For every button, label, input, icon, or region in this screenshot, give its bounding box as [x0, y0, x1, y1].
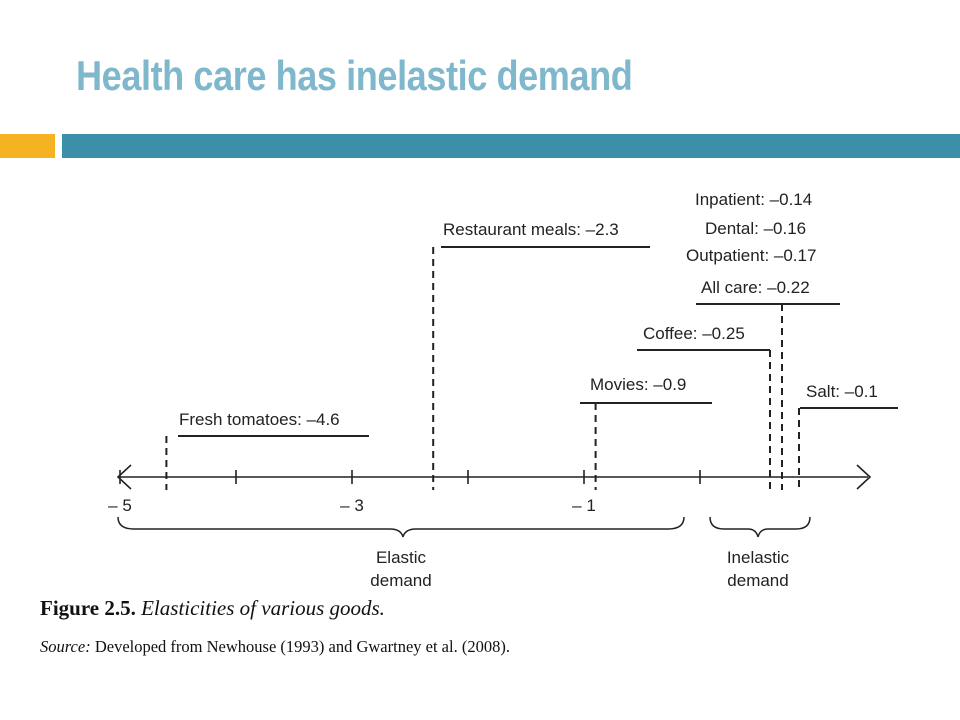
good-label-salt: Salt: –0.1	[806, 382, 878, 401]
elastic-label-line1: Elastic	[376, 548, 427, 567]
good-label-inpatient: Inpatient: –0.14	[695, 190, 812, 209]
title-accent-block	[0, 134, 55, 158]
axis-ticks	[119, 470, 701, 484]
good-label-outpatient: Outpatient: –0.17	[686, 246, 816, 265]
good-drop-lines	[165, 247, 800, 490]
good-label-fresh-tomatoes: Fresh tomatoes: –4.6	[179, 410, 340, 429]
good-label-all-care: All care: –0.22	[701, 278, 810, 297]
figure-source: Source: Developed from Newhouse (1993) a…	[40, 637, 510, 657]
source-text: Developed from Newhouse (1993) and Gwart…	[94, 637, 510, 656]
figure-caption: Figure 2.5. Elasticities of various good…	[40, 596, 385, 621]
tick-label: – 3	[340, 496, 364, 515]
inelastic-label-line1: Inelastic	[727, 548, 790, 567]
tick-label: – 5	[108, 496, 132, 515]
left-arrowhead	[116, 464, 132, 490]
elastic-label-line2: demand	[370, 571, 431, 590]
slide-title: Health care has inelastic demand	[76, 52, 633, 99]
tick-label: – 1	[572, 496, 596, 515]
good-label-restaurant-meals: Restaurant meals: –2.3	[443, 220, 619, 239]
elastic-brace	[117, 516, 685, 538]
source-label: Source:	[40, 637, 91, 656]
inelastic-label-line2: demand	[727, 571, 788, 590]
right-arrowhead	[856, 464, 872, 490]
good-label-coffee: Coffee: –0.25	[643, 324, 745, 343]
title-bar	[62, 134, 960, 158]
good-label-movies: Movies: –0.9	[590, 375, 686, 394]
figure-number: Figure 2.5.	[40, 596, 136, 620]
inelastic-brace	[709, 516, 811, 538]
good-label-dental: Dental: –0.16	[705, 219, 806, 238]
figure-caption-text: Elasticities of various goods.	[141, 596, 385, 620]
